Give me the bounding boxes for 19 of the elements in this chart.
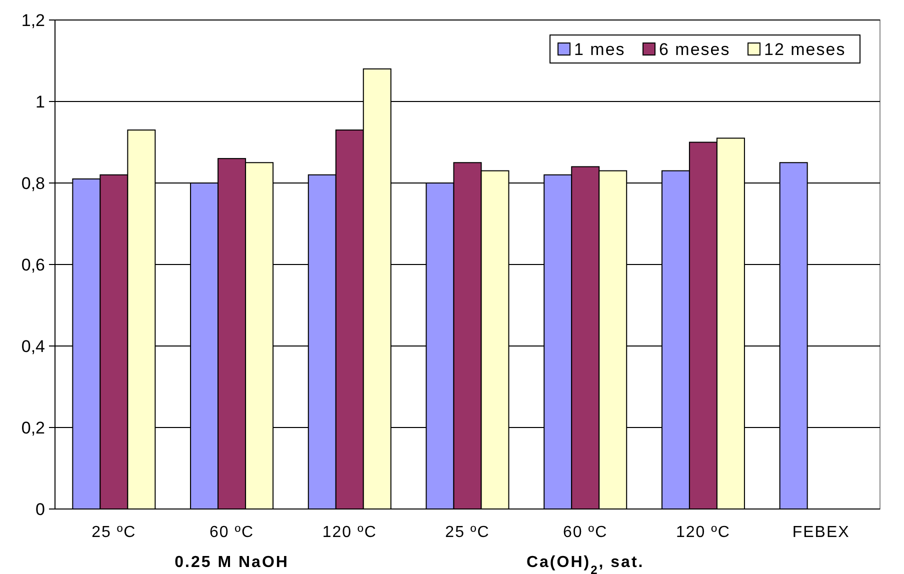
y-tick-label: 0,6 [21, 255, 45, 274]
y-tick-label: 0,4 [21, 336, 45, 356]
y-tick-label: 0 [36, 500, 45, 519]
x-tick-label: FEBEX [792, 524, 850, 541]
text: Ca(OH)$_{2}$, sat. [526, 554, 644, 574]
x-tick-label: 25 ºC [445, 524, 490, 541]
y-tick-label: 1 [36, 92, 45, 112]
legend-label: 6 meses [659, 40, 730, 59]
x-tick-label: 120 ºC [322, 524, 377, 541]
legend-label: 1 mes [574, 40, 626, 59]
x-tick-label: 60 ºC [209, 524, 254, 541]
legend-label: 12 meses [764, 40, 846, 59]
text: 0.25 M NaOH [174, 554, 289, 571]
x-tick-label: 25 ºC [92, 524, 136, 541]
y-tick-label: 0,8 [21, 174, 45, 193]
x-tick-label: 60 ºC [563, 524, 608, 541]
x-tick-label: 120 ºC [676, 524, 730, 541]
y-tick-label: 1,2 [21, 10, 45, 30]
y-tick-label: 0,2 [21, 418, 45, 438]
